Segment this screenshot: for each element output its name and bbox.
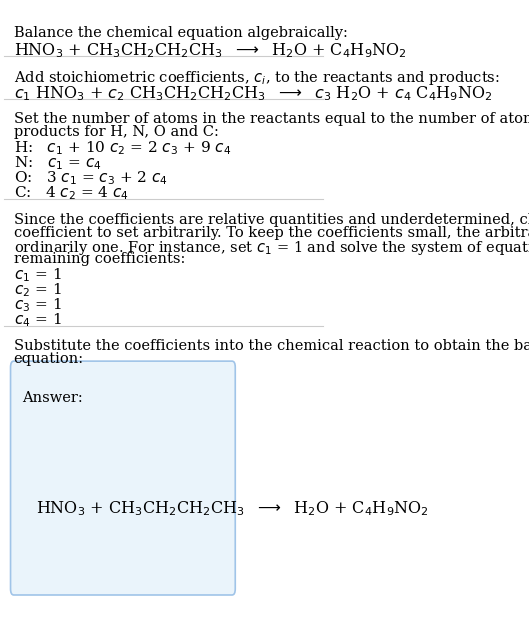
Text: $c_2$ = 1: $c_2$ = 1	[14, 282, 61, 299]
Text: equation:: equation:	[14, 352, 84, 366]
Text: O:   3 $c_1$ = $c_3$ + 2 $c_4$: O: 3 $c_1$ = $c_3$ + 2 $c_4$	[14, 169, 168, 187]
Text: HNO$_3$ + CH$_3$CH$_2$CH$_2$CH$_3$  $\longrightarrow$  H$_2$O + C$_4$H$_9$NO$_2$: HNO$_3$ + CH$_3$CH$_2$CH$_2$CH$_3$ $\lon…	[14, 41, 407, 60]
Text: ordinarily one. For instance, set $c_1$ = 1 and solve the system of equations fo: ordinarily one. For instance, set $c_1$ …	[14, 239, 529, 256]
Text: Since the coefficients are relative quantities and underdetermined, choose a: Since the coefficients are relative quan…	[14, 213, 529, 226]
Text: $c_1$ HNO$_3$ + $c_2$ CH$_3$CH$_2$CH$_2$CH$_3$  $\longrightarrow$  $c_3$ H$_2$O : $c_1$ HNO$_3$ + $c_2$ CH$_3$CH$_2$CH$_2$…	[14, 84, 492, 103]
Text: N:   $c_1$ = $c_4$: N: $c_1$ = $c_4$	[14, 154, 102, 172]
Text: products for H, N, O and C:: products for H, N, O and C:	[14, 125, 218, 139]
Text: remaining coefficients:: remaining coefficients:	[14, 251, 185, 266]
Text: Answer:: Answer:	[22, 391, 83, 405]
Text: Add stoichiometric coefficients, $c_i$, to the reactants and products:: Add stoichiometric coefficients, $c_i$, …	[14, 68, 499, 87]
Text: Balance the chemical equation algebraically:: Balance the chemical equation algebraica…	[14, 26, 348, 40]
Text: Set the number of atoms in the reactants equal to the number of atoms in the: Set the number of atoms in the reactants…	[14, 112, 529, 126]
Text: C:   4 $c_2$ = 4 $c_4$: C: 4 $c_2$ = 4 $c_4$	[14, 184, 129, 202]
FancyBboxPatch shape	[11, 361, 235, 595]
Text: Substitute the coefficients into the chemical reaction to obtain the balanced: Substitute the coefficients into the che…	[14, 339, 529, 354]
Text: $c_1$ = 1: $c_1$ = 1	[14, 266, 61, 284]
Text: $c_3$ = 1: $c_3$ = 1	[14, 296, 61, 314]
Text: HNO$_3$ + CH$_3$CH$_2$CH$_2$CH$_3$  $\longrightarrow$  H$_2$O + C$_4$H$_9$NO$_2$: HNO$_3$ + CH$_3$CH$_2$CH$_2$CH$_3$ $\lon…	[36, 499, 429, 518]
Text: $c_4$ = 1: $c_4$ = 1	[14, 311, 61, 329]
Text: coefficient to set arbitrarily. To keep the coefficients small, the arbitrary va: coefficient to set arbitrarily. To keep …	[14, 226, 529, 240]
Text: H:   $c_1$ + 10 $c_2$ = 2 $c_3$ + 9 $c_4$: H: $c_1$ + 10 $c_2$ = 2 $c_3$ + 9 $c_4$	[14, 140, 231, 157]
